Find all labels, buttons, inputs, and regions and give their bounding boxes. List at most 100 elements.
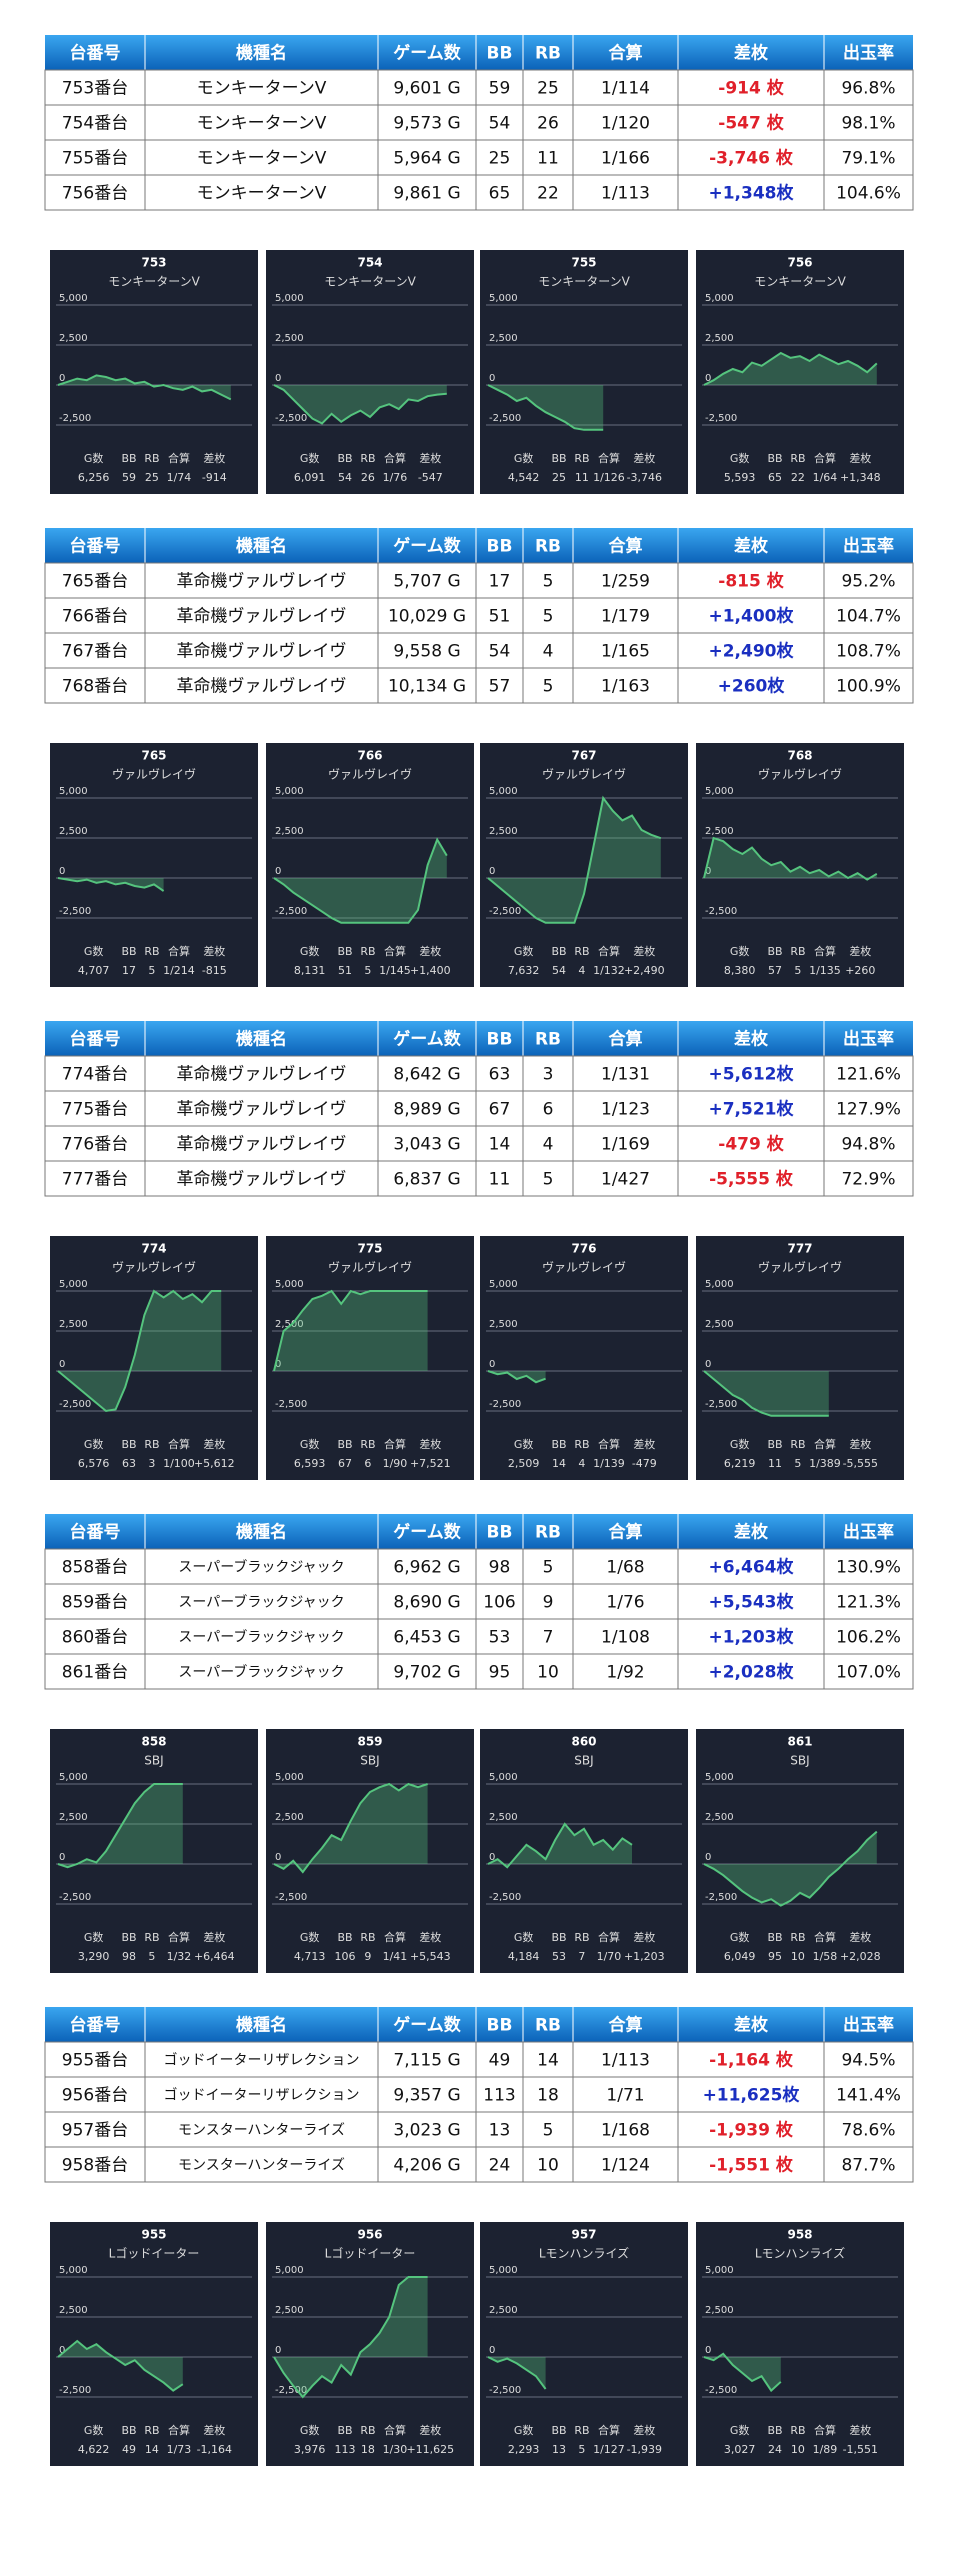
chart-number: 756: [787, 256, 812, 270]
table-cell: 革命機ヴァルヴレイヴ: [177, 1065, 347, 1085]
footer-label: BB: [551, 945, 566, 958]
y-tick-label: 5,000: [59, 1279, 88, 1290]
footer-label: 合算: [168, 944, 190, 958]
y-tick-label: 5,000: [489, 2265, 518, 2276]
footer-label: 合算: [384, 2423, 406, 2437]
y-tick-label: 0: [59, 1359, 65, 1370]
mini-chart: 768 ヴァルヴレイヴ 5,000 2,500 0 -2,500 G数 8,380 BB 57 RB…: [696, 743, 904, 987]
table-row: [44, 632, 914, 669]
y-tick-label: 0: [705, 866, 711, 877]
table-cell: 革命機ヴァルヴレイヴ: [177, 642, 347, 662]
footer-value: 1/139: [593, 1457, 625, 1470]
footer-label: 合算: [384, 1930, 406, 1944]
footer-value: -815: [202, 964, 227, 977]
data-line: [703, 1830, 878, 1907]
header-cell: 出玉率: [843, 536, 894, 557]
footer-value: 3: [148, 1457, 155, 1470]
table-cell: 18: [537, 2086, 559, 2106]
header-cell: 機種名: [236, 1029, 287, 1050]
chart-name: SBJ: [360, 1754, 379, 1768]
chart-name: Lモンハンライズ: [539, 2246, 629, 2261]
header-cell: BB: [487, 2016, 513, 2036]
header-cell: 出玉率: [843, 1029, 894, 1050]
area-fill: [704, 1831, 877, 1906]
mini-chart: 766 ヴァルヴレイヴ 5,000 2,500 0 -2,500 G数 8,131 BB 51 RB…: [266, 743, 474, 987]
table-cell: 9,702 G: [393, 1663, 460, 1683]
area-fill: [274, 1291, 428, 1371]
data-line: [57, 1783, 183, 1869]
chart-panel: [266, 250, 474, 494]
chart-number: 777: [787, 1242, 812, 1256]
y-tick-label: 2,500: [705, 826, 734, 837]
header-cell: 出玉率: [843, 43, 894, 64]
footer-label: RB: [574, 1438, 589, 1451]
chart-panel: [50, 1236, 258, 1480]
chart-name: モンキーターンV: [108, 275, 200, 289]
footer-label: 合算: [598, 2423, 620, 2437]
chart-panel: [266, 743, 474, 987]
y-tick-label: 2,500: [59, 2305, 88, 2316]
footer-value: 18: [361, 2443, 375, 2456]
footer-label: 差枚: [849, 451, 871, 465]
header-cell: BB: [487, 1030, 513, 1050]
footer-value: +1,400: [410, 964, 451, 977]
footer-label: BB: [551, 1438, 566, 1451]
footer-label: G数: [730, 2424, 750, 2437]
footer-label: 合算: [814, 1437, 836, 1451]
y-tick-label: 0: [275, 2345, 281, 2356]
table-cell: +2,490枚: [708, 641, 794, 662]
table-cell: 87.7%: [841, 2156, 895, 2176]
footer-value: 1/64: [813, 471, 838, 484]
chart-name: ヴァルヴレイヴ: [112, 767, 196, 782]
area-fill: [274, 2277, 428, 2397]
header-cell: 機種名: [236, 2015, 287, 2036]
footer-value: 17: [122, 964, 136, 977]
table-row: [44, 2076, 914, 2113]
footer-label: 合算: [168, 451, 190, 465]
y-tick-label: 2,500: [705, 1812, 734, 1823]
header-cell: 台番号: [70, 536, 121, 557]
table-header-bg: [45, 1514, 913, 1549]
footer-label: BB: [767, 945, 782, 958]
table-row: [44, 597, 914, 634]
y-tick-label: 2,500: [275, 826, 304, 837]
y-tick-label: 5,000: [489, 786, 518, 797]
table-cell: 1/179: [601, 607, 650, 627]
footer-value: 10: [791, 1950, 805, 1963]
chart-panel: [696, 743, 904, 987]
header-cell: 台番号: [70, 2015, 121, 2036]
y-tick-label: 5,000: [59, 293, 88, 304]
footer-value: +5,612: [194, 1457, 235, 1470]
y-tick-label: 2,500: [489, 1812, 518, 1823]
footer-label: 差枚: [849, 2423, 871, 2437]
table-cell: 107.0%: [836, 1663, 901, 1683]
footer-value: 1/32: [167, 1950, 192, 1963]
footer-value: 1/58: [813, 1950, 838, 1963]
mini-chart: 776 ヴァルヴレイヴ 5,000 2,500 0 -2,500 G数 2,509 BB 14 RB…: [480, 1236, 688, 1480]
footer-label: 差枚: [419, 2423, 441, 2437]
footer-label: 差枚: [203, 451, 225, 465]
mini-chart: 861 SBJ 5,000 2,500 0 -2,500 G数 6,049 BB 95 RB 10 合算…: [696, 1729, 904, 1973]
table-cell: 5: [543, 677, 554, 697]
chart-panel: [480, 743, 688, 987]
chart-panel: [480, 2222, 688, 2466]
y-tick-label: 2,500: [705, 333, 734, 344]
chart-name: ヴァルヴレイヴ: [758, 767, 842, 782]
chart-number: 775: [357, 1242, 382, 1256]
footer-value: +260: [845, 964, 875, 977]
header-cell: RB: [535, 44, 561, 64]
footer-label: BB: [337, 945, 352, 958]
table-cell: 13: [489, 2121, 511, 2141]
table-cell: 756番台: [62, 184, 128, 204]
footer-label: 差枚: [419, 1930, 441, 1944]
table-cell: +6,464枚: [708, 1557, 794, 1578]
table-cell: 1/123: [601, 1100, 650, 1120]
table-cell: 130.9%: [836, 1558, 901, 1578]
header-cell: 差枚: [734, 2015, 769, 2036]
footer-value: 1/89: [813, 2443, 838, 2456]
table-cell: +11,625枚: [703, 2085, 801, 2106]
footer-value: 5: [148, 1950, 155, 1963]
chart-number: 753: [141, 256, 166, 270]
table-cell: 5: [543, 572, 554, 592]
